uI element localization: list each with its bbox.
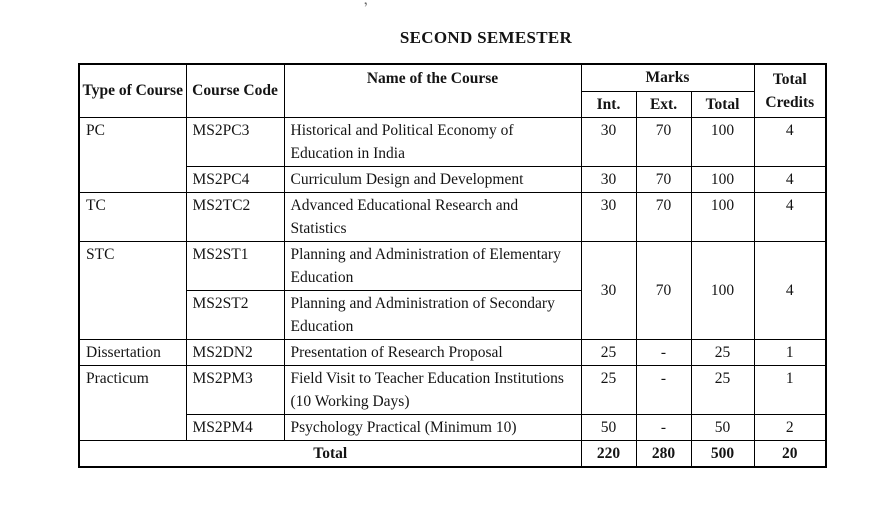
header-row-1: Type of Course Course Code Name of the C… (78, 63, 827, 118)
cell-type-of-course: STC (78, 240, 187, 340)
cell-total-credits: 1 (753, 364, 827, 415)
cell-marks-int: 30 (580, 240, 637, 340)
cell-total-int: 220 (580, 439, 637, 467)
cell-marks-ext: - (635, 413, 692, 441)
cell-type-of-course: Practicum (78, 364, 187, 441)
stray-mark: , (361, 0, 369, 9)
cell-marks-total: 100 (690, 240, 755, 340)
table-body: PC MS2PC3 Historical and Political Econo… (78, 116, 827, 467)
second-semester-table: Type of Course Course Code Name of the C… (78, 63, 828, 468)
cell-total-credits: 2 (753, 413, 827, 441)
cell-marks-ext: 70 (635, 191, 692, 242)
cell-type-of-course: PC (78, 116, 187, 193)
cell-course-name: Historical and Political Economy of Educ… (283, 116, 582, 167)
cell-total-credits: 4 (753, 116, 827, 167)
cell-marks-ext: - (635, 364, 692, 415)
cell-marks-int: 25 (580, 338, 637, 366)
cell-marks-int: 30 (580, 191, 637, 242)
cell-course-code: MS2PM4 (185, 413, 285, 441)
table-row: STC MS2ST1 Planning and Administration o… (78, 240, 827, 340)
header-marks-total: Total (690, 90, 755, 118)
table-row: MS2ST2 Planning and Administration of Se… (79, 289, 826, 340)
header-marks-ext: Ext. (635, 90, 692, 118)
cell-marks-ext: - (635, 338, 692, 366)
cell-course-name: Curriculum Design and Development (283, 165, 582, 193)
cell-total-total: 500 (690, 439, 755, 467)
cell-course-code: MS2ST1 (185, 240, 285, 291)
header-marks: Marks (580, 63, 755, 92)
cell-total-credits: 1 (753, 338, 827, 366)
cell-course-code: MS2ST2 (185, 289, 285, 340)
cell-course-name: Advanced Educational Research and Statis… (283, 191, 582, 242)
cell-marks-total: 100 (690, 165, 755, 193)
table-row: PC MS2PC3 Historical and Political Econo… (78, 116, 827, 193)
cell-course-code: MS2PM3 (185, 364, 285, 415)
table-row: TC MS2TC2 Advanced Educational Research … (78, 191, 827, 242)
cell-marks-int: 30 (580, 116, 637, 167)
cell-total-credits: 4 (753, 240, 827, 340)
cell-type-of-course: Dissertation (78, 338, 187, 366)
table-header: Type of Course Course Code Name of the C… (78, 63, 827, 118)
cell-marks-total: 100 (690, 191, 755, 242)
cell-marks-ext: 70 (635, 165, 692, 193)
table-row: MS2PC4 Curriculum Design and Development… (79, 165, 827, 193)
header-total-credits: Total Credits (753, 63, 827, 118)
cell-total-credits: 4 (753, 165, 827, 193)
total-row: Total 220 280 500 20 (78, 439, 827, 467)
cell-marks-total: 25 (690, 364, 755, 415)
cell-course-name: Planning and Administration of Secondary… (283, 289, 582, 340)
table-row: Dissertation MS2DN2 Presentation of Rese… (78, 338, 827, 366)
cell-course-code: MS2DN2 (185, 338, 285, 366)
cell-course-name: Field Visit to Teacher Education Institu… (283, 364, 582, 415)
page-title: SECOND SEMESTER (399, 28, 573, 47)
cell-course-name: Presentation of Research Proposal (283, 338, 582, 366)
cell-marks-int: 50 (580, 413, 637, 441)
cell-type-of-course: TC (78, 191, 187, 242)
cell-marks-total: 25 (690, 338, 755, 366)
cell-course-name: Psychology Practical (Minimum 10) (283, 413, 582, 441)
header-course-code: Course Code (185, 63, 285, 118)
header-marks-int: Int. (580, 90, 637, 118)
table-row: MS2PM4 Psychology Practical (Minimum 10)… (79, 413, 827, 441)
cell-marks-ext: 70 (635, 240, 692, 340)
cell-course-code: MS2PC4 (185, 165, 285, 193)
cell-marks-ext: 70 (635, 116, 692, 167)
header-row-2: Int. Ext. Total (79, 90, 826, 118)
table-row: Practicum MS2PM3 Field Visit to Teacher … (78, 364, 827, 441)
cell-marks-int: 25 (580, 364, 637, 415)
cell-marks-int: 30 (580, 165, 637, 193)
cell-total-label: Total (78, 439, 582, 467)
cell-course-name: Planning and Administration of Elementar… (283, 240, 582, 291)
cell-marks-total: 50 (690, 413, 755, 441)
cell-total-credits: 20 (753, 439, 827, 467)
cell-marks-total: 100 (690, 116, 755, 167)
header-name-of-course: Name of the Course (283, 63, 582, 118)
cell-course-code: MS2TC2 (185, 191, 285, 242)
cell-course-code: MS2PC3 (185, 116, 285, 167)
cell-total-ext: 280 (635, 439, 692, 467)
cell-total-credits: 4 (753, 191, 827, 242)
header-type-of-course: Type of Course (78, 63, 187, 118)
